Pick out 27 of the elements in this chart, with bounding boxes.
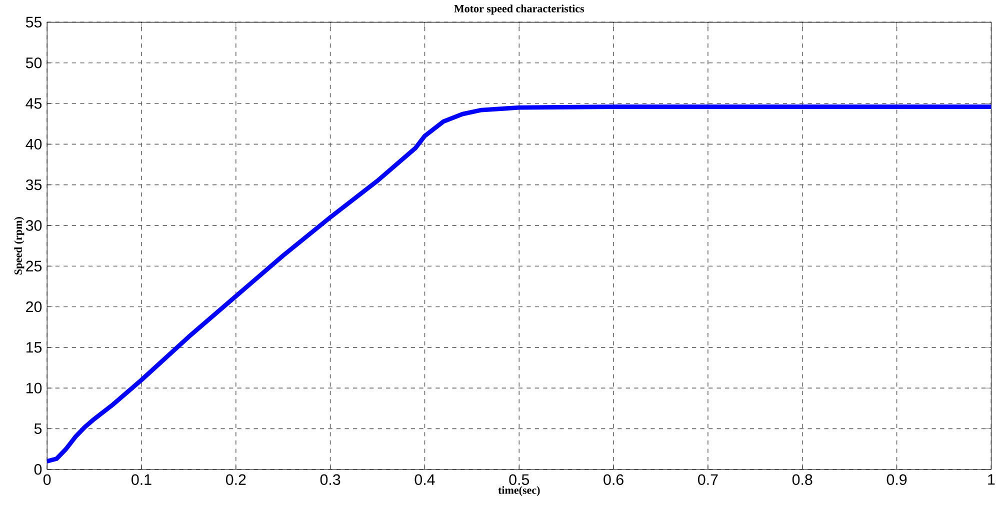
y-tick-label: 35 (26, 179, 42, 190)
y-tick-label: 0 (34, 464, 42, 474)
y-tick-label: 55 (26, 16, 42, 28)
x-tick-label: 0.1 (132, 474, 152, 485)
y-tick-label: 30 (26, 220, 42, 231)
y-tick-label: 10 (26, 382, 42, 394)
y-tick-label: 15 (26, 342, 42, 352)
x-tick-label: 0.3 (320, 474, 340, 485)
x-tick-label: 0.2 (226, 474, 246, 485)
x-tick-label: 1 (988, 474, 995, 484)
line-series (47, 104, 992, 464)
y-tick-label: 25 (26, 260, 42, 272)
x-tick-label: 0.4 (414, 474, 435, 485)
y-tick-label: 45 (26, 98, 42, 109)
x-tick-label: 0 (43, 474, 51, 485)
y-tick-label: 5 (34, 423, 42, 434)
chart-title: Motor speed characteristics (454, 4, 584, 14)
x-tick-label: 0.5 (509, 474, 530, 485)
y-tick-label: 40 (26, 138, 42, 150)
y-axis-title: Speed (rpm) (14, 216, 24, 274)
y-tick-label: 50 (26, 57, 42, 68)
x-axis-title: time(sec) (498, 486, 540, 496)
x-tick-label: 0.8 (792, 474, 812, 485)
x-tick-label: 0.9 (886, 474, 907, 485)
y-tick-label: 20 (26, 301, 42, 312)
x-tick-label: 0.7 (698, 474, 718, 485)
x-tick-label: 0.6 (604, 474, 624, 485)
